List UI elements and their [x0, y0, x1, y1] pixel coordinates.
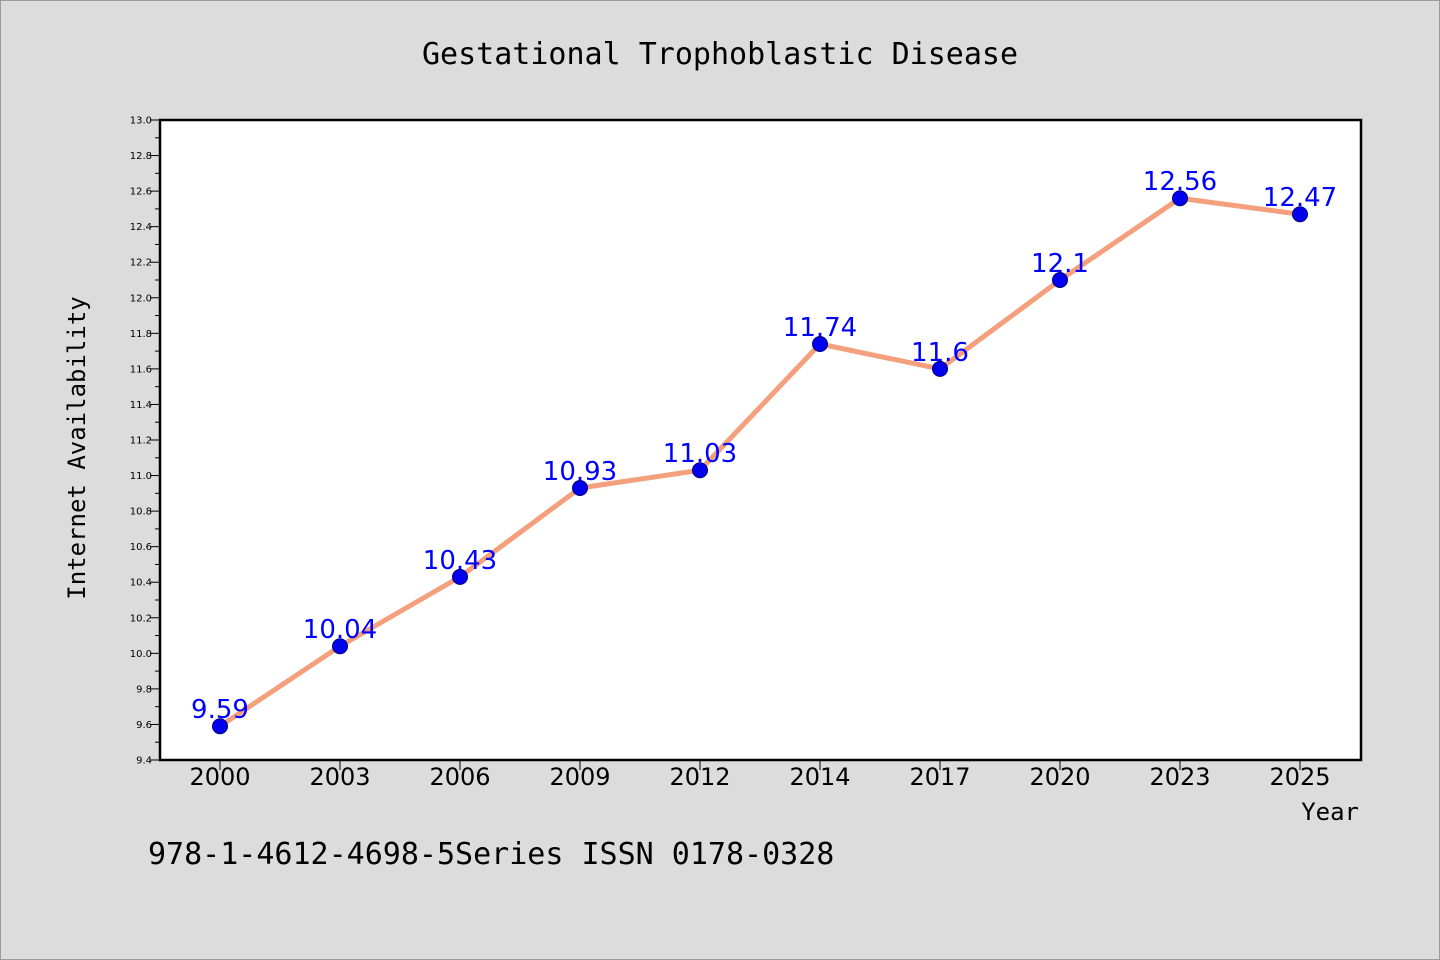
data-point: [1292, 206, 1308, 223]
data-point: [212, 718, 228, 735]
y-axis: 9.4 9.6 9.8 10.0 10.2 10.4 10.6 10.8 11.0 11.2 11.…: [130, 116, 160, 767]
x-tick-label: 2017: [909, 763, 970, 791]
data-point: [332, 638, 348, 655]
y-tick-label: 13.0: [130, 116, 152, 127]
y-tick-label: 9.8: [136, 684, 152, 695]
x-axis: 2000 2003 2006 2009 2012 2014 2017 2020 2023 2025: [189, 760, 1331, 791]
x-tick-label: 2006: [429, 763, 490, 791]
data-label: 10.93: [543, 457, 617, 487]
data-label: 12.56: [1143, 167, 1217, 197]
x-tick-label: 2020: [1029, 763, 1090, 791]
y-tick-label: 12.6: [130, 187, 152, 198]
y-tick-label: 11.0: [130, 471, 152, 482]
y-tick-label: 10.4: [130, 578, 152, 589]
data-point: [692, 462, 708, 479]
data-label: 9.59: [191, 695, 249, 725]
data-label: 12.1: [1031, 249, 1089, 279]
y-tick-label: 12.0: [130, 293, 152, 304]
data-label: 10.43: [423, 546, 497, 576]
y-axis-label: Internet Availability: [63, 296, 91, 599]
y-tick-label: 12.4: [130, 222, 152, 233]
x-tick-label: 2009: [549, 763, 610, 791]
y-tick-label: 10.2: [130, 613, 152, 624]
x-tick-label: 2023: [1149, 763, 1210, 791]
y-tick-label: 11.6: [130, 364, 152, 375]
data-label: 10.04: [303, 615, 377, 645]
x-tick-label: 2000: [189, 763, 250, 791]
data-label: 11.74: [783, 313, 857, 343]
x-tick-label: 2025: [1269, 763, 1330, 791]
y-tick-label: 11.8: [130, 329, 152, 340]
y-tick-label: 12.8: [130, 151, 152, 162]
x-tick-label: 2014: [789, 763, 850, 791]
y-tick-label: 11.2: [130, 436, 152, 447]
plot-area: [158, 118, 1363, 762]
data-point: [452, 568, 468, 585]
data-label: 12.47: [1263, 183, 1337, 213]
data-point: [932, 360, 948, 377]
series-line: [217, 195, 1303, 729]
data-label: 11.6: [911, 338, 969, 368]
data-point: [812, 336, 828, 352]
y-tick-label: 11.4: [130, 400, 152, 411]
series-layer: 9.59 10.04 10.43 10.93 11.03 11.74 11.6 12.1 12.…: [191, 167, 1337, 735]
footer-isbn-text: 978-1-4612-4698-5Series ISSN 0178-0328: [148, 837, 834, 872]
data-point: [1052, 272, 1068, 288]
data-point: [572, 480, 588, 496]
y-tick-label: 10.6: [130, 542, 152, 553]
y-tick-label: 10.8: [130, 507, 152, 518]
y-tick-label: 9.4: [136, 756, 152, 767]
y-tick-label: 12.2: [130, 258, 152, 269]
x-tick-label: 2003: [309, 763, 370, 791]
data-label: 11.03: [663, 439, 737, 469]
y-tick-label: 10.0: [130, 649, 152, 660]
data-point: [1172, 190, 1188, 207]
y-tick-label: 9.6: [136, 720, 152, 731]
x-tick-label: 2012: [669, 763, 730, 791]
chart-title: Gestational Trophoblastic Disease: [422, 37, 1018, 72]
x-axis-label: Year: [1301, 798, 1359, 826]
